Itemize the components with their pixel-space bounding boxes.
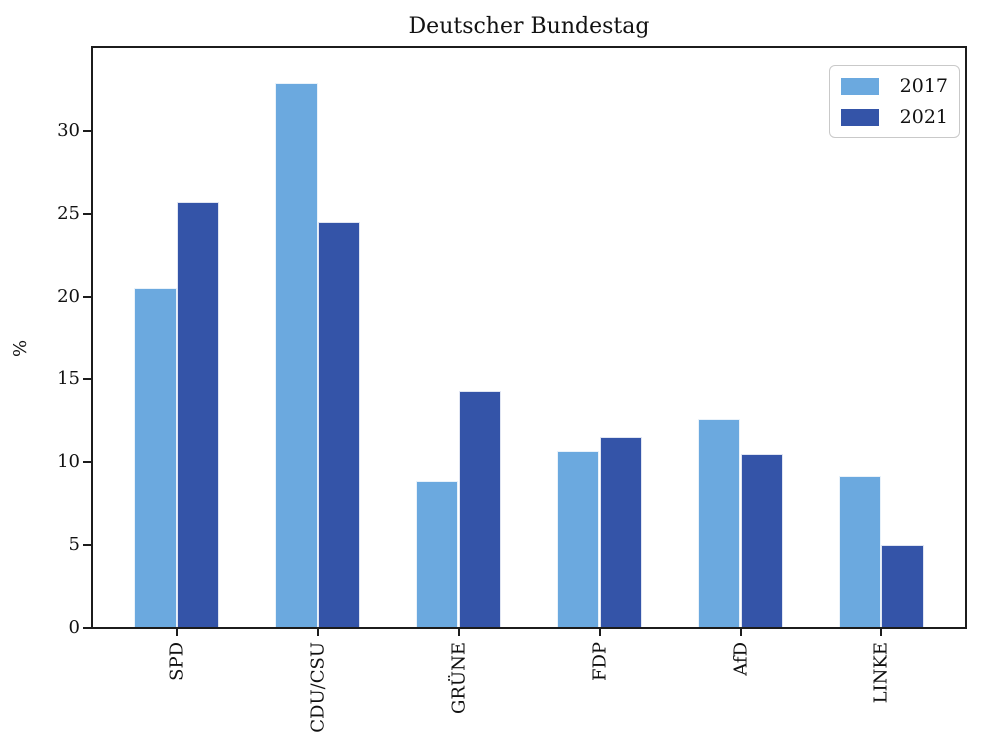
bar-2021-linke (881, 545, 924, 628)
y-tick-mark-30 (83, 129, 91, 132)
bar-2017-spd (134, 288, 177, 628)
legend-swatch-2017 (841, 77, 879, 95)
y-tick-label-15: 15 (57, 368, 80, 390)
x-tick-mark-spd (175, 628, 178, 636)
bar-2017-linke (839, 475, 882, 628)
legend-label-2017: 2017 (899, 75, 948, 97)
x-tick-mark-cdu-csu (316, 628, 319, 636)
x-tick-mark-gr-ne (457, 628, 460, 636)
y-tick-mark-20 (83, 295, 91, 298)
x-tick-label-spd: SPD (166, 642, 188, 681)
legend-label-2021: 2021 (899, 106, 948, 128)
bar-2017-cdu-csu (275, 82, 318, 628)
legend: 2017 2021 (829, 65, 960, 138)
x-tick-label-linke: LINKE (870, 642, 892, 704)
bar-2021-afd (740, 454, 783, 628)
y-tick-label-10: 10 (57, 451, 80, 473)
y-tick-mark-0 (83, 627, 91, 629)
x-tick-label-cdu-csu: CDU/CSU (307, 642, 328, 733)
y-tick-mark-5 (83, 544, 91, 547)
legend-row-2021: 2021 (841, 106, 948, 128)
bar-2021-spd (176, 202, 219, 628)
bar-2021-fdp (599, 437, 642, 628)
y-tick-label-5: 5 (68, 534, 80, 556)
x-tick-mark-fdp (598, 628, 601, 636)
y-tick-mark-25 (83, 212, 91, 215)
bar-2017-gr-ne (416, 480, 459, 628)
x-tick-mark-afd (739, 628, 742, 636)
bar-2017-afd (698, 419, 741, 628)
chart-title: Deutscher Bundestag (408, 14, 650, 39)
x-tick-label-afd: AfD (730, 642, 751, 676)
x-tick-label-fdp: FDP (589, 642, 610, 682)
bar-2021-gr-ne (458, 391, 501, 628)
y-tick-label-30: 30 (57, 119, 80, 141)
legend-row-2017: 2017 (841, 75, 948, 97)
legend-swatch-2021 (841, 108, 879, 126)
y-tick-label-25: 25 (57, 202, 80, 224)
y-tick-label-20: 20 (57, 285, 80, 307)
x-tick-mark-linke (880, 628, 883, 636)
y-tick-mark-15 (83, 378, 91, 381)
y-axis-label: % (10, 339, 32, 358)
bar-2021-cdu-csu (317, 222, 360, 628)
y-tick-mark-10 (83, 461, 91, 464)
y-tick-label-0: 0 (68, 617, 80, 638)
bar-2017-fdp (557, 450, 600, 628)
x-tick-label-gr-ne: GRÜNE (448, 642, 469, 714)
